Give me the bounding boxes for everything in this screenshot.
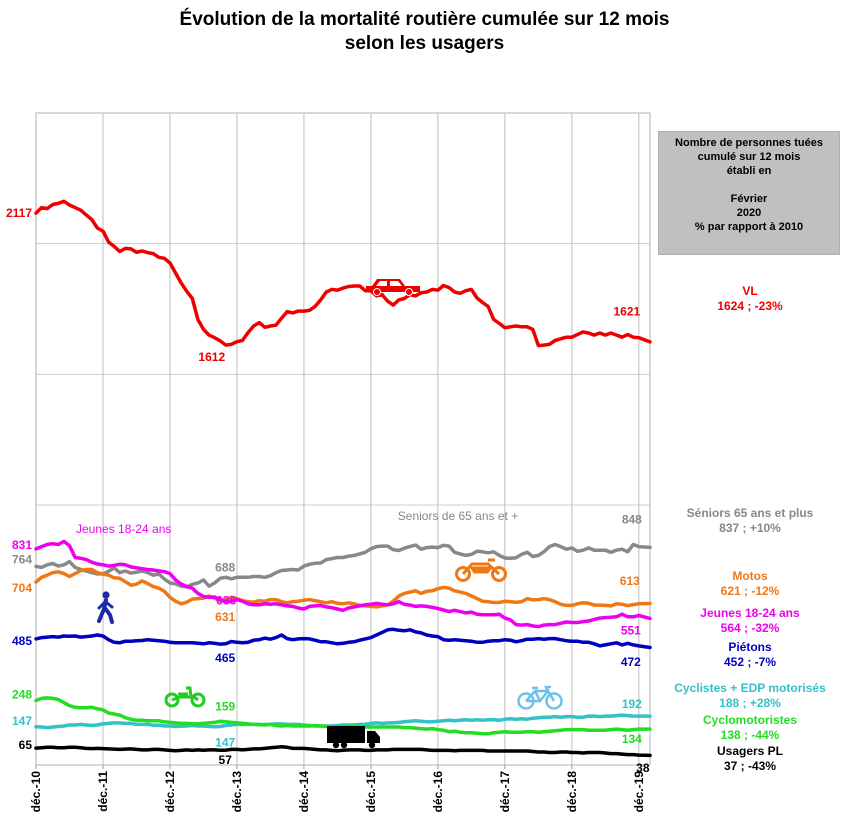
data-label-cyclistes_start: 147 xyxy=(12,714,32,728)
data-label-cyclistes_min: 147 xyxy=(215,736,235,750)
data-label-vl_end: 1621 xyxy=(613,305,640,319)
chart-title: Évolution de la mortalité routière cumul… xyxy=(0,8,849,56)
data-label-vl_start: 2117 xyxy=(6,206,32,220)
series-line-motos xyxy=(34,567,652,609)
data-label-pietons_min: 465 xyxy=(215,651,235,665)
legend-value: 37 ; -43% xyxy=(723,759,777,773)
car-icon xyxy=(366,279,420,296)
truck-icon xyxy=(327,726,380,749)
legend-motos: Motos 621 ; -12% xyxy=(655,569,845,599)
series-line-jeunes xyxy=(34,539,652,629)
data-label-cyclo_end: 134 xyxy=(622,732,642,746)
legend-name: Motos xyxy=(732,569,768,583)
legend-name: Usagers PL xyxy=(716,744,784,758)
data-label-motos_end: 613 xyxy=(620,574,640,588)
legend-value: 621 ; -12% xyxy=(720,584,780,598)
legend-value: 837 ; +10% xyxy=(719,521,781,535)
x-tick-label: déc.-16 xyxy=(431,771,445,813)
moped-icon xyxy=(164,686,206,708)
data-label-vl_min: 1612 xyxy=(198,350,225,364)
series-label-jeunes: Jeunes 18-24 ans xyxy=(76,522,171,536)
series-line-seniors xyxy=(34,542,652,589)
series-line-vl xyxy=(34,199,652,348)
data-label-pl_min: 57 xyxy=(219,753,233,767)
data-label-cyclo_min: 159 xyxy=(215,699,235,713)
legend-jeunes: Jeunes 18-24 ans 564 ; -32% xyxy=(655,606,845,636)
info-line-3: établi en xyxy=(726,165,772,177)
x-tick-label: déc.-19 xyxy=(632,771,646,813)
legend-vl: VL 1624 ; -23% xyxy=(655,284,845,314)
x-tick-label: déc.-11 xyxy=(96,771,110,812)
title-line-1: Évolution de la mortalité routière cumul… xyxy=(179,9,670,30)
info-line-1: Nombre de personnes tuées xyxy=(675,137,823,149)
data-label-jeunes_start: 831 xyxy=(12,538,32,552)
legend-name: VL xyxy=(742,284,758,298)
x-tick-label: déc.-13 xyxy=(230,771,244,813)
info-line-5: 2020 xyxy=(736,207,762,219)
info-box: Nombre de personnes tuées cumulé sur 12 … xyxy=(658,131,840,255)
series-label-seniors: Seniors de 65 ans et + xyxy=(398,509,518,523)
legend-pietons: Piétons 452 ; -7% xyxy=(655,640,845,670)
x-tick-label: déc.-12 xyxy=(163,771,177,813)
legend-value: 1624 ; -23% xyxy=(717,299,783,313)
legend-value: 564 ; -32% xyxy=(720,621,780,635)
data-label-seniors_start: 764 xyxy=(12,552,32,566)
x-tick-label: déc.-10 xyxy=(29,771,43,813)
series-lines xyxy=(34,199,652,758)
info-line-6: % par rapport à 2010 xyxy=(694,221,804,233)
legend-cyclistes: Cyclistes + EDP motorisés 188 ; +28% xyxy=(655,681,845,711)
legend-seniors: Séniors 65 ans et plus 837 ; +10% xyxy=(655,506,845,536)
legend-pl: Usagers PL 37 ; -43% xyxy=(655,744,845,774)
legend-value: 138 ; -44% xyxy=(720,728,780,742)
plot-frame xyxy=(35,112,651,766)
legend-name: Cyclistes + EDP motorisés xyxy=(674,681,826,695)
data-label-seniors_end: 848 xyxy=(622,513,642,527)
data-label-pl_start: 65 xyxy=(19,738,33,752)
pedestrian-icon xyxy=(97,591,114,624)
data-label-pl_end: 38 xyxy=(636,761,650,775)
x-axis: déc.-10 déc.-11 déc.-12 déc.-13 déc.-14 déc.-… xyxy=(29,765,646,812)
info-line-2: cumulé sur 12 mois xyxy=(697,151,801,163)
data-label-pietons_start: 485 xyxy=(12,634,32,648)
series-line-pl xyxy=(34,745,652,758)
x-tick-label: déc.-17 xyxy=(498,771,512,813)
legend-name: Séniors 65 ans et plus xyxy=(686,506,814,520)
data-label-jeunes_end: 551 xyxy=(621,624,641,638)
data-label-motos_min: 631 xyxy=(215,610,235,624)
legend-value: 452 ; -7% xyxy=(723,655,777,669)
legend-name: Cyclomotoristes xyxy=(702,713,798,727)
info-line-4: Février xyxy=(730,193,768,205)
x-tick-label: déc.-15 xyxy=(364,771,378,813)
legend-name: Piétons xyxy=(728,640,772,654)
x-tick-label: déc.-14 xyxy=(297,771,311,813)
legend-cyclo: Cyclomotoristes 138 ; -44% xyxy=(655,713,845,743)
data-label-cyclo_start: 248 xyxy=(12,688,32,702)
title-line-2: selon les usagers xyxy=(344,33,505,54)
series-line-pietons xyxy=(34,627,652,650)
data-label-pietons_end: 472 xyxy=(621,655,641,669)
legend-value: 188 ; +28% xyxy=(719,696,781,710)
data-label-seniors_min: 688 xyxy=(215,560,235,574)
bicycle-icon xyxy=(517,685,563,710)
motorcycle-icon xyxy=(455,558,507,582)
legend-name: Jeunes 18-24 ans xyxy=(700,606,800,620)
data-label-motos_start: 704 xyxy=(12,581,32,595)
x-tick-label: déc.-18 xyxy=(565,771,579,813)
grid xyxy=(35,112,651,766)
vehicle-icons xyxy=(97,279,563,749)
data-label-cyclistes_end: 192 xyxy=(622,697,642,711)
value-labels: 2117 1612 1621 764 688 848 831 636 551 704 631 613 4… xyxy=(6,206,650,775)
data-label-jeunes_min: 636 xyxy=(216,594,236,608)
